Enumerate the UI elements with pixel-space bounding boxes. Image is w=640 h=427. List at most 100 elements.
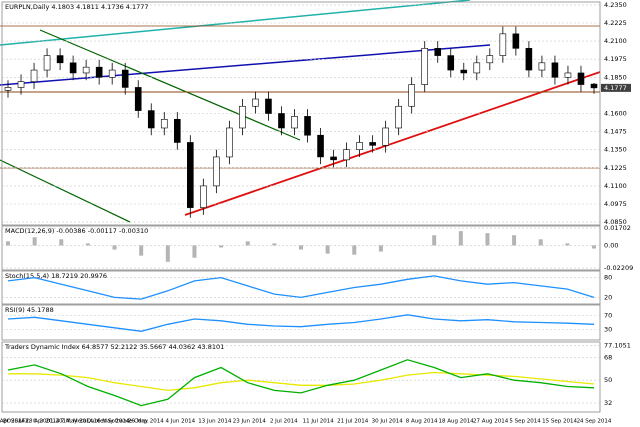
candle-body — [421, 48, 429, 85]
candle-body — [343, 149, 350, 161]
histogram-bar — [272, 243, 277, 246]
candle-body — [265, 98, 272, 114]
y-tick-label: 0.01702 — [604, 224, 631, 232]
candle-body — [408, 84, 415, 107]
candle-body — [82, 66, 90, 74]
histogram-bar — [32, 237, 37, 246]
y-tick-label: 4.2225 — [604, 19, 627, 27]
histogram-bar — [512, 235, 517, 246]
y-tick-label: 4.1600 — [604, 110, 627, 118]
y-tick-label: 4.1100 — [604, 182, 627, 190]
trendline — [0, 44, 491, 86]
candle-body — [525, 48, 533, 71]
x-tick-label: 24 Sep 2014 — [577, 419, 612, 425]
y-tick-label: -0.02209 — [604, 264, 633, 272]
panel-title: EURPLN,Daily 4.1803 4.1811 4.1736 4.1777 — [5, 3, 149, 11]
histogram-bar — [192, 245, 197, 258]
candle-body — [239, 105, 246, 129]
x-tick-label: 18 Aug 2014 — [439, 419, 475, 425]
y-tick-label: 20 — [604, 293, 612, 301]
trendline — [184, 71, 601, 216]
y-tick-label: 4.1850 — [604, 73, 627, 81]
y-tick-label: 70 — [604, 312, 612, 320]
candle-body — [434, 48, 442, 56]
candle-body — [486, 55, 494, 64]
candle-body — [108, 69, 116, 78]
histogram-bar — [592, 245, 596, 249]
candle-body — [395, 105, 402, 129]
candle-body — [538, 62, 546, 71]
price-tag — [601, 83, 631, 92]
histogram-bar — [59, 239, 64, 246]
candle-body — [160, 118, 168, 129]
trendline — [39, 29, 301, 141]
histogram-bar — [538, 239, 543, 246]
indicator-line — [7, 314, 595, 332]
candle-body — [460, 69, 468, 74]
candle-body — [590, 83, 598, 89]
candle-body — [551, 62, 559, 78]
y-tick-label: 4.2350 — [604, 1, 627, 9]
y-tick-label: 4.1975 — [604, 55, 627, 63]
x-tick-label: 5 Sep 2014 — [509, 419, 541, 425]
histogram-bar — [299, 245, 303, 250]
panel-frame — [1, 225, 601, 271]
x-tick-label: 28 Apr 2014 — [25, 419, 60, 425]
x-tick-label: 2 Jul 2014 — [270, 419, 298, 425]
candle-body — [317, 134, 324, 158]
y-tick-label: 80 — [604, 274, 612, 282]
candle-body — [147, 110, 155, 129]
panel-frame — [1, 270, 601, 305]
y-tick-label: 4.0975 — [604, 200, 627, 208]
candle-body — [134, 87, 142, 111]
histogram-bar — [85, 243, 90, 246]
x-tick-label: 16 May 2014 — [93, 419, 129, 425]
x-tick-label: 26 May 2014 — [128, 419, 164, 425]
copyright: BOSSAFX, © 2001-2014, MetaQuotes Softwar… — [3, 418, 149, 425]
y-tick-label: 4.1475 — [604, 128, 627, 136]
y-tick-label: 4.2100 — [604, 37, 627, 45]
candle-body — [291, 116, 298, 129]
x-tick-label: 23 Jun 2014 — [233, 419, 267, 425]
x-tick-label: 30 Jul 2014 — [372, 419, 404, 425]
panel-title: Traders Dynamic Index 64.8577 52.2122 35… — [4, 343, 224, 351]
x-tick-label: 8 Aug 2014 — [406, 419, 438, 425]
x-tick-label: 13 Jun 2014 — [198, 419, 232, 425]
candle-body — [304, 116, 311, 136]
y-tick-label: 32 — [604, 399, 612, 407]
histogram-bar — [485, 233, 490, 246]
histogram-bar — [458, 231, 463, 246]
panel-title: RSI(9) 45.1788 — [5, 306, 54, 314]
candle-body — [356, 142, 363, 151]
y-tick-label: 4.1350 — [604, 146, 627, 154]
histogram-bar — [432, 235, 437, 246]
y-tick-label: 4.0850 — [604, 218, 627, 226]
candle-body — [30, 69, 38, 82]
current-price: 4.1777 — [604, 84, 627, 92]
panel-title: Stoch(15,5,4) 18.7219 20.9976 — [5, 272, 107, 280]
candle-body — [252, 98, 259, 107]
y-tick-label: 68 — [604, 353, 612, 361]
panel-frame — [1, 341, 601, 413]
x-tick-label: 4 Jun 2014 — [166, 419, 196, 425]
candle-body — [43, 55, 51, 71]
candle-body — [17, 81, 25, 88]
y-tick-label: 50 — [604, 376, 612, 384]
candle-body — [200, 185, 207, 208]
histogram-bar — [139, 245, 144, 256]
candle-body — [512, 33, 520, 49]
x-tick-label: 7 May 2014 — [61, 419, 94, 425]
candle-body — [121, 69, 129, 88]
x-tick-label: 18 Apr 2014 — [0, 419, 26, 425]
candle-body — [447, 55, 455, 71]
candle-body — [499, 33, 507, 56]
histogram-bar — [352, 245, 357, 255]
x-tick-label: 27 Aug 2014 — [473, 419, 509, 425]
y-tick-label: 30 — [604, 326, 612, 334]
panel-frame — [1, 304, 601, 341]
histogram-bar — [565, 243, 570, 246]
candle-body — [564, 72, 572, 78]
x-tick-label: 21 Jul 2014 — [337, 419, 369, 425]
y-tick-label: 4.1225 — [604, 164, 627, 172]
